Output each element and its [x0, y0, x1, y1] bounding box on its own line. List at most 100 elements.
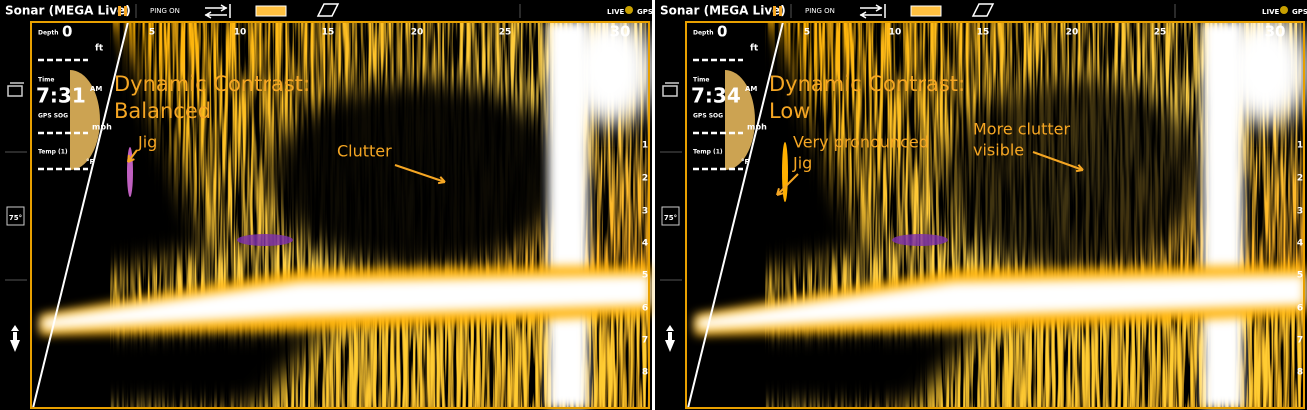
depth-label: 6	[1297, 304, 1303, 314]
contrast-title: Balanced	[114, 99, 211, 123]
arrow-head	[127, 154, 135, 163]
dark-area	[30, 325, 330, 408]
readout-sog-label: GPS SOG	[693, 113, 723, 120]
cone-edge	[32, 21, 129, 409]
transducer-icon[interactable]	[971, 3, 995, 17]
pause-bar[interactable]	[773, 6, 776, 16]
contrast-title: Dynamic Contrast:	[769, 72, 965, 96]
sonar-border	[685, 21, 1305, 409]
contrast-title: Dynamic Contrast:	[114, 72, 310, 96]
readout-time-label: Time	[693, 77, 709, 84]
top-bar	[0, 0, 652, 21]
range-label: 20	[411, 28, 424, 38]
pause-bar[interactable]	[779, 6, 782, 16]
readout-ampm: AM	[745, 85, 757, 93]
bottom-band	[697, 275, 1305, 330]
depth-label: 7	[642, 336, 648, 346]
transducer-icon[interactable]	[316, 3, 340, 17]
pause-bar[interactable]	[124, 6, 127, 16]
annotation: More clutter	[973, 120, 1071, 139]
annotation: visible	[973, 141, 1024, 160]
temp-icon-box[interactable]	[661, 206, 680, 226]
annotation: Jig	[137, 133, 157, 152]
cone-fan	[70, 70, 100, 170]
fish-target	[892, 234, 948, 246]
temp-icon[interactable]: 75°	[9, 214, 22, 222]
temp-icon-box[interactable]	[6, 206, 25, 226]
menu-icon[interactable]	[7, 82, 24, 97]
app-title: Sonar (MEGA Live)	[660, 4, 786, 18]
range-label: 30	[1265, 23, 1286, 41]
menu-icon[interactable]	[662, 82, 679, 97]
ping-status[interactable]: PING ON	[150, 7, 180, 15]
depth-label: 5	[642, 271, 648, 281]
fish-target	[237, 234, 293, 246]
depth-label: 8	[1297, 368, 1303, 378]
readout-ampm: AM	[90, 85, 102, 93]
boat-icon[interactable]	[10, 325, 20, 352]
status-icon	[1280, 6, 1288, 14]
gps-status: GPS	[1292, 8, 1307, 16]
arrow-head	[1075, 164, 1084, 173]
readout-temp-unit: °F	[86, 158, 95, 166]
arrow-head	[437, 176, 446, 185]
depth-label: 4	[1297, 239, 1303, 249]
range-label: 5	[804, 28, 810, 38]
range-label: 10	[889, 28, 902, 38]
sonar-thumb[interactable]	[255, 5, 287, 17]
readout-sog-label: GPS SOG	[38, 113, 68, 120]
app-title: Sonar (MEGA Live)	[5, 4, 131, 18]
jig-target	[782, 142, 788, 202]
depth-label: 1	[1297, 141, 1303, 151]
pause-bar[interactable]	[118, 6, 121, 16]
depth-label: 3	[1297, 207, 1303, 217]
temp-icon[interactable]: 75°	[664, 214, 677, 222]
cone-fan	[725, 70, 755, 170]
readout-depth-label: Depth	[693, 30, 713, 37]
jig-target	[127, 147, 133, 197]
annotation: Clutter	[337, 142, 392, 161]
depth-label: 2	[1297, 174, 1303, 184]
depth-label: 6	[642, 304, 648, 314]
gps-status: GPS	[637, 8, 653, 16]
dark-area	[945, 80, 1205, 270]
boat-icon[interactable]	[665, 325, 675, 352]
swap-icon[interactable]	[859, 4, 886, 19]
live-status: LIVE	[607, 8, 624, 16]
dark-area	[270, 80, 570, 270]
annotation-arrow	[127, 149, 138, 163]
annotation: Jig	[792, 154, 812, 173]
depth-label: 3	[642, 207, 648, 217]
depth-label: 7	[1297, 336, 1303, 346]
sonar-thumb[interactable]	[910, 5, 942, 17]
sonar-bright	[565, 15, 655, 125]
readout-temp-label: Temp (1)	[693, 149, 723, 156]
annotation-arrow	[776, 173, 799, 196]
depth-label: 2	[642, 174, 648, 184]
range-label: 5	[149, 28, 155, 38]
range-label: 25	[1154, 28, 1167, 38]
range-label: 0	[717, 23, 727, 41]
arrow-head	[776, 188, 784, 196]
status-icon	[625, 6, 633, 14]
dark-area	[685, 325, 985, 408]
dark-areas	[30, 22, 570, 408]
top-bar	[655, 0, 1307, 21]
annotation-arrow	[394, 164, 446, 183]
contrast-title: Low	[769, 99, 810, 123]
readout-time: 7:31	[36, 84, 86, 108]
range-label: 0	[62, 23, 72, 41]
depth-label: 5	[1297, 271, 1303, 281]
readout-depth-label: Depth	[38, 30, 58, 37]
bottom-band	[42, 275, 650, 330]
swap-icon[interactable]	[204, 4, 231, 19]
ping-status[interactable]: PING ON	[805, 7, 835, 15]
readout-time-label: Time	[38, 77, 54, 84]
live-status: LIVE	[1262, 8, 1279, 16]
range-label: 20	[1066, 28, 1079, 38]
readout-depth-unit: ft	[95, 44, 104, 54]
sonar-border	[30, 21, 650, 409]
